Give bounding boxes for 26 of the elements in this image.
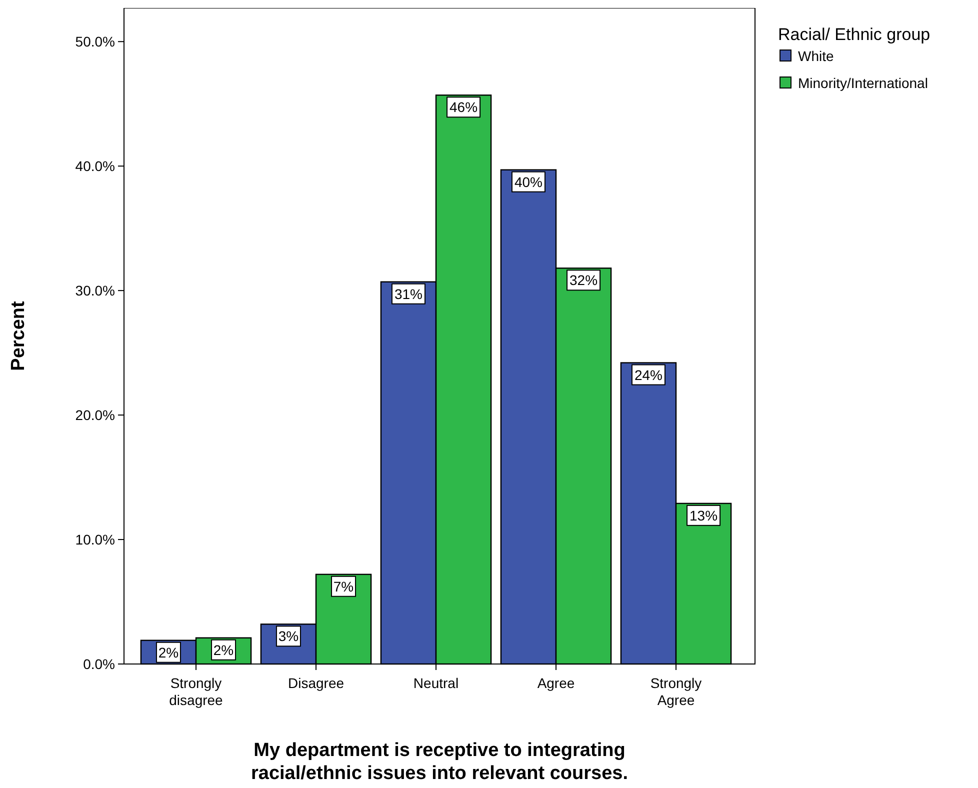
- y-tick-label: 20.0%: [75, 407, 115, 424]
- y-axis-title: Percent: [8, 300, 29, 371]
- data-label: 2%: [213, 642, 234, 658]
- data-label: 40%: [514, 174, 542, 190]
- legend-label: Minority/International: [798, 75, 928, 91]
- y-tick-label: 0.0%: [83, 656, 115, 672]
- data-label: 24%: [634, 366, 662, 383]
- legend-title: Racial/ Ethnic group: [778, 25, 930, 44]
- data-label: 46%: [450, 99, 478, 116]
- x-tick-label: Neutral: [413, 675, 459, 691]
- y-tick-label: 10.0%: [75, 532, 115, 548]
- y-tick-label: 50.0%: [75, 34, 115, 50]
- data-label: 7%: [333, 578, 354, 594]
- y-tick-label: 40.0%: [75, 158, 115, 174]
- data-label: 13%: [690, 507, 718, 524]
- x-tick-label: Strongly disagree: [169, 675, 224, 708]
- y-tick-label: 30.0%: [75, 282, 115, 299]
- data-label: 31%: [394, 286, 422, 302]
- data-label: 3%: [278, 628, 299, 644]
- legend-label: White: [798, 48, 834, 64]
- x-axis-title: My department is receptive to integrating racial/ethnic issues into relevant courses.: [251, 740, 628, 784]
- data-label: 32%: [570, 272, 598, 288]
- data-label: 2%: [158, 644, 179, 660]
- x-tick-label: Agree: [537, 675, 575, 691]
- x-tick-label: Disagree: [288, 675, 344, 691]
- x-tick-label: Strongly Agree: [650, 675, 702, 708]
